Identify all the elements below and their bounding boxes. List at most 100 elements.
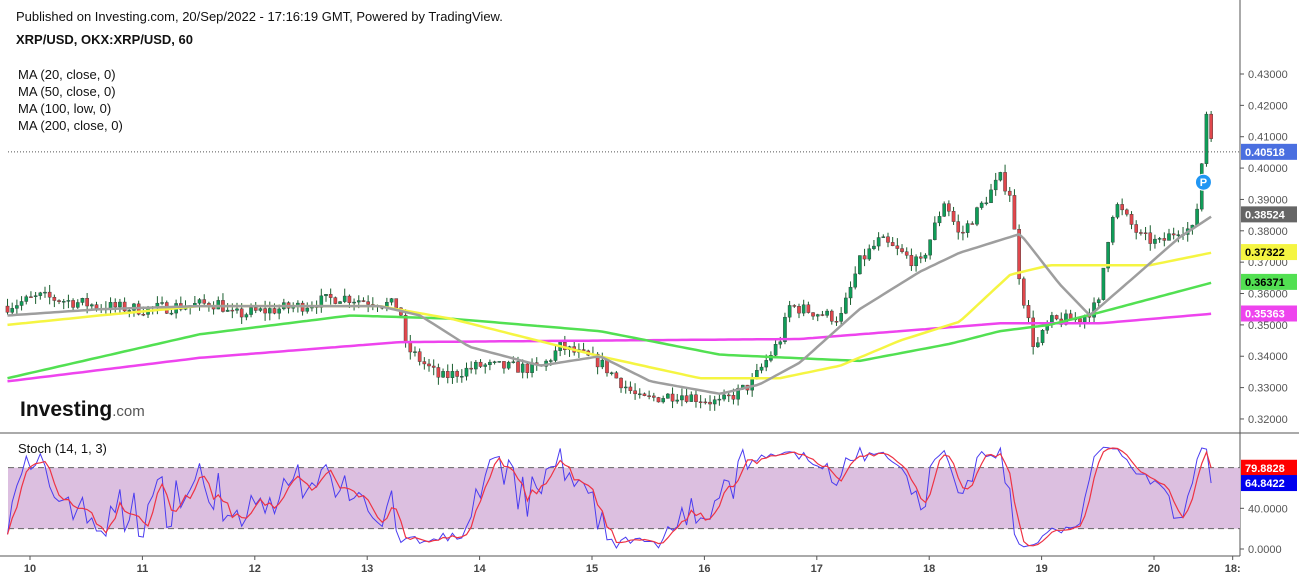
candle-body: [324, 294, 328, 297]
candle: [441, 368, 445, 378]
candle-body: [469, 367, 473, 370]
candle-body: [342, 295, 347, 302]
candle-body: [1125, 209, 1129, 215]
candle: [502, 361, 506, 374]
candle-body: [460, 376, 464, 378]
candle: [1195, 203, 1199, 226]
candle: [216, 296, 221, 310]
candle: [661, 395, 665, 404]
candle: [5, 298, 10, 315]
candle: [408, 334, 413, 360]
legend-ma200[interactable]: MA (200, close, 0): [18, 118, 123, 133]
candle-body: [239, 308, 244, 318]
candle-body: [764, 360, 769, 368]
ma-line-ma100: [7, 281, 1212, 380]
investing-logo: Investing.com: [20, 398, 145, 422]
candle-body: [19, 301, 24, 306]
candle: [160, 296, 164, 306]
candle-body: [1115, 204, 1120, 218]
candle: [993, 172, 998, 196]
candle: [848, 281, 853, 305]
time-tick-label: 17: [811, 563, 823, 575]
candle: [708, 395, 712, 411]
candle: [33, 291, 38, 304]
candle: [235, 302, 239, 314]
candle: [801, 299, 806, 317]
candle-body: [347, 295, 352, 303]
candle-body: [1129, 214, 1134, 225]
candle: [1129, 211, 1134, 230]
stoch-tick-label: 40.0000: [1248, 503, 1288, 515]
candle: [1012, 189, 1017, 230]
candle: [52, 294, 57, 308]
candle: [520, 359, 525, 379]
candle-body: [333, 297, 338, 304]
candles: [5, 111, 1213, 411]
candle-body: [811, 312, 815, 317]
candle-body: [750, 377, 754, 391]
stoch-d-line: [6, 447, 1212, 547]
candle-body: [1120, 204, 1124, 211]
candle-body: [394, 298, 399, 309]
candle: [1162, 232, 1167, 247]
candle: [787, 300, 792, 323]
candle: [647, 390, 651, 400]
candle: [1031, 310, 1035, 355]
legend-ma100[interactable]: MA (100, low, 0): [18, 101, 112, 116]
legend-ma50[interactable]: MA (50, close, 0): [18, 84, 116, 99]
candle-body: [356, 300, 361, 303]
candle-body: [1162, 238, 1167, 241]
candle: [469, 361, 473, 374]
candle: [1040, 328, 1045, 346]
candle: [474, 360, 478, 375]
candle-body: [666, 393, 670, 399]
candle-body: [38, 292, 43, 296]
candle: [431, 359, 436, 376]
candle: [975, 206, 979, 227]
candle-body: [455, 371, 459, 377]
candle-body: [1134, 224, 1139, 233]
candle-body: [511, 361, 516, 363]
candle-body: [422, 361, 427, 365]
candle-body: [427, 363, 431, 367]
candle-body: [1026, 305, 1031, 319]
candle: [90, 303, 94, 310]
symbol-title: XRP/USD, OKX:XRP/USD, 60: [16, 32, 193, 47]
candle: [628, 381, 633, 394]
candle: [614, 370, 619, 379]
candle: [637, 388, 642, 399]
candle: [923, 253, 928, 262]
candle: [858, 255, 862, 275]
candle: [965, 220, 970, 238]
price-tick-label: 0.37000: [1248, 257, 1288, 269]
candle: [698, 395, 703, 409]
candle: [609, 371, 614, 376]
candle-body: [970, 223, 975, 225]
candle: [202, 294, 207, 306]
candle-body: [450, 371, 455, 378]
time-tick-label: 11: [137, 563, 149, 575]
candle-body: [1110, 217, 1115, 243]
stoch-band: [8, 467, 1240, 529]
candle-body: [637, 393, 642, 396]
candle-body: [993, 179, 998, 191]
candle: [1143, 226, 1148, 241]
candle: [937, 211, 942, 227]
candle: [951, 206, 956, 225]
stoch-legend[interactable]: Stoch (14, 1, 3): [18, 441, 107, 456]
candle-body: [848, 286, 853, 299]
candle-body: [244, 314, 249, 318]
candle-body: [675, 399, 680, 402]
candle: [282, 298, 286, 311]
candle-body: [277, 308, 281, 314]
candle: [525, 361, 530, 379]
legend-ma20[interactable]: MA (20, close, 0): [18, 67, 116, 82]
candle-body: [445, 371, 450, 378]
badge-ma200: 0.35363: [1245, 308, 1285, 320]
candle-body: [1022, 278, 1026, 306]
candle-body: [904, 251, 909, 256]
candle-body: [862, 255, 867, 260]
candle: [1120, 198, 1124, 216]
candle-body: [787, 305, 792, 318]
